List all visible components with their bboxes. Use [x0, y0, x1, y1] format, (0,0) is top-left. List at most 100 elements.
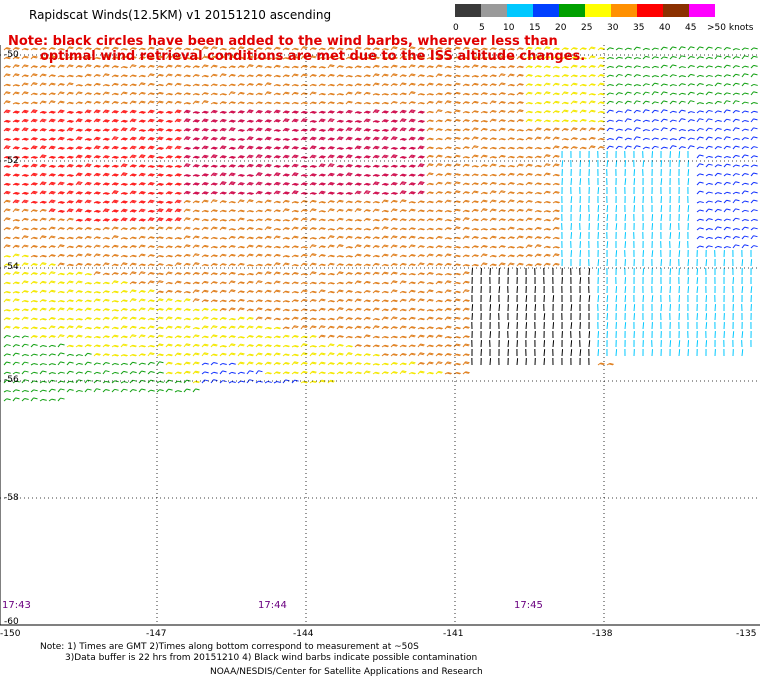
- wind-barb: [354, 101, 362, 105]
- wind-barb: [444, 181, 452, 186]
- wind-barb: [444, 316, 452, 321]
- wind-barb: [237, 65, 245, 69]
- wind-barb: [147, 236, 155, 240]
- wind-barb: [741, 65, 749, 69]
- wind-barb: [48, 299, 56, 303]
- wind-barb: [84, 253, 92, 258]
- wind-barb: [183, 217, 191, 222]
- wind-barb: [165, 200, 173, 204]
- wind-barb: [372, 93, 380, 96]
- wind-barb: [120, 200, 128, 204]
- legend-swatch: [533, 4, 559, 17]
- wind-barb: [255, 74, 263, 78]
- wind-barb: [318, 254, 326, 258]
- wind-barb: [300, 136, 308, 141]
- wind-barb: [192, 298, 200, 303]
- wind-barb: [561, 119, 569, 123]
- wind-barb: [453, 272, 461, 276]
- wind-barb: [498, 218, 506, 222]
- wind-barb: [183, 65, 191, 69]
- wind-barb: [651, 151, 654, 159]
- wind-barb: [246, 64, 254, 69]
- wind-barb: [327, 92, 335, 96]
- wind-barb: [399, 344, 407, 348]
- wind-barb: [84, 83, 92, 87]
- wind-barb: [48, 181, 56, 186]
- wind-barb: [345, 136, 353, 141]
- wind-barb: [453, 128, 461, 132]
- wind-barb: [165, 371, 173, 375]
- wind-barb: [246, 264, 254, 267]
- wind-barb: [498, 119, 506, 123]
- wind-barb: [507, 155, 515, 159]
- wind-barb: [426, 218, 434, 222]
- wind-barb: [327, 137, 335, 141]
- wind-barb: [300, 273, 308, 276]
- wind-barb: [111, 362, 119, 366]
- wind-barb: [561, 349, 564, 357]
- wind-barb: [264, 82, 272, 87]
- wind-barb: [102, 137, 110, 141]
- wind-barb: [210, 46, 218, 51]
- wind-barb: [291, 299, 299, 303]
- wind-barb: [642, 91, 650, 96]
- wind-barb: [327, 352, 335, 357]
- wind-barb: [84, 361, 92, 366]
- wind-barb: [12, 137, 20, 141]
- wind-barb: [3, 137, 11, 141]
- wind-barb: [354, 173, 362, 177]
- wind-barb: [327, 262, 335, 267]
- wind-barb: [507, 218, 515, 222]
- wind-barb: [219, 73, 227, 78]
- wind-barb: [156, 47, 164, 51]
- wind-barb: [426, 316, 434, 321]
- wind-barb: [102, 335, 110, 339]
- wind-barb: [462, 335, 470, 339]
- wind-barb: [498, 200, 506, 204]
- wind-barb: [606, 119, 614, 123]
- wind-barb: [309, 55, 317, 60]
- wind-barb: [741, 226, 749, 231]
- wind-barb: [21, 244, 29, 249]
- wind-barb: [615, 110, 623, 114]
- wind-barb: [318, 227, 326, 231]
- wind-barb: [381, 253, 389, 258]
- wind-barb: [408, 164, 416, 168]
- wind-barb: [309, 290, 317, 294]
- wind-barb: [111, 300, 119, 303]
- wind-barb: [84, 235, 92, 240]
- wind-barb: [354, 137, 362, 141]
- wind-barb: [291, 128, 299, 132]
- wind-barb: [498, 209, 506, 213]
- wind-barb: [120, 299, 128, 303]
- wind-barb: [48, 82, 56, 87]
- wind-barb: [120, 74, 128, 78]
- wind-barb: [102, 109, 110, 114]
- wind-barb: [282, 262, 290, 267]
- wind-barb: [624, 241, 627, 249]
- wind-barb: [318, 110, 326, 114]
- wind-barb: [336, 47, 344, 51]
- wind-barb: [255, 172, 263, 177]
- wind-barb: [480, 47, 488, 51]
- wind-barb: [174, 82, 182, 87]
- wind-barb: [66, 245, 74, 249]
- wind-barb: [93, 145, 101, 150]
- wind-barb: [714, 304, 717, 312]
- wind-barb: [165, 46, 173, 51]
- wind-barb: [462, 119, 470, 123]
- wind-barb: [39, 138, 47, 141]
- wind-barb: [705, 136, 713, 141]
- wind-barb: [543, 100, 551, 105]
- wind-barb: [129, 217, 137, 222]
- wind-barb: [183, 92, 191, 96]
- wind-barb: [318, 101, 326, 105]
- wind-barb: [552, 119, 560, 123]
- wind-barb: [57, 361, 65, 366]
- wind-barb: [417, 136, 425, 141]
- wind-barb: [156, 119, 164, 123]
- wind-barb: [57, 164, 65, 168]
- wind-barb: [435, 273, 443, 276]
- wind-barb: [606, 65, 614, 69]
- wind-barb: [291, 235, 299, 240]
